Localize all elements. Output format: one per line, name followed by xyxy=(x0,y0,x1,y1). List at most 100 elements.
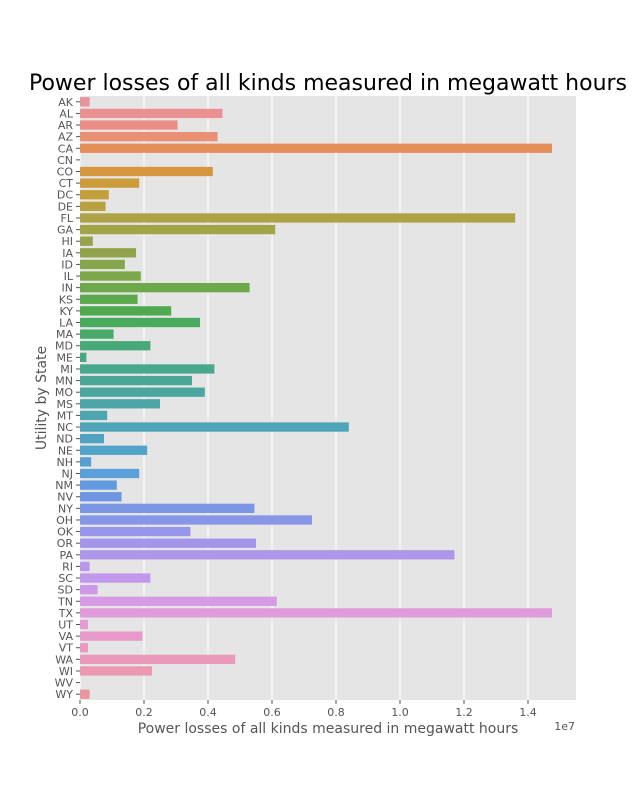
bar-la xyxy=(80,317,200,328)
bar-vt xyxy=(80,643,88,653)
y-tick-label-ny: NY xyxy=(58,502,73,515)
y-tick-label-id: ID xyxy=(61,258,73,271)
bar-ia xyxy=(80,248,136,258)
y-tick-label-ks: KS xyxy=(59,293,73,306)
bar-hi xyxy=(80,236,93,246)
y-tick-label-mt: MT xyxy=(57,409,73,422)
y-tick-label-la: LA xyxy=(59,317,73,330)
y-tick-label-nv: NV xyxy=(57,491,73,504)
y-tick-label-al: AL xyxy=(59,107,74,120)
bar-nv xyxy=(80,492,122,502)
y-tick-label-ct: CT xyxy=(59,177,74,190)
y-tick-label-nd: ND xyxy=(56,433,73,446)
bar-mi xyxy=(80,364,215,374)
y-tick-label-pa: PA xyxy=(60,549,74,562)
y-tick-label-de: DE xyxy=(58,200,73,213)
bar-ky xyxy=(80,306,172,316)
y-tick-label-sd: SD xyxy=(58,584,73,597)
y-tick-label-in: IN xyxy=(62,282,73,295)
y-tick-label-nm: NM xyxy=(55,479,73,492)
bar-ny xyxy=(80,503,255,513)
x-tick-labels: 0.0 0.2 0.4 0.6 0.8 1.0 1.2 1.4 xyxy=(71,700,537,719)
y-tick-label-ga: GA xyxy=(57,224,74,237)
bars xyxy=(80,97,552,699)
y-tick-label-ut: UT xyxy=(58,619,73,632)
y-tick-label-hi: HI xyxy=(61,235,73,248)
y-tick-label-tn: TN xyxy=(57,595,73,608)
bar-de xyxy=(80,201,106,211)
y-tick-label-dc: DC xyxy=(57,189,73,202)
bar-sc xyxy=(80,573,151,583)
y-tick-label-co: CO xyxy=(57,166,74,179)
bar-ca xyxy=(80,143,552,153)
bar-ct xyxy=(80,178,140,188)
bar-nd xyxy=(80,434,104,444)
y-tick-label-oh: OH xyxy=(56,514,73,527)
bar-nj xyxy=(80,468,140,479)
bar-sd xyxy=(80,585,98,595)
y-tick-label-ri: RI xyxy=(62,560,73,573)
y-tick-label-ar: AR xyxy=(58,119,74,132)
x-tick-label: 0.2 xyxy=(135,706,153,719)
bar-ak xyxy=(80,97,90,107)
y-tick-labels: AKALARAZCACNCOCTDCDEFLGAHIIAIDILINKSKYLA… xyxy=(55,96,80,701)
bar-co xyxy=(80,166,213,177)
x-tick-label: 0.4 xyxy=(199,706,217,719)
y-tick-label-tx: TX xyxy=(58,607,74,620)
bar-ne xyxy=(80,445,148,455)
bar-az xyxy=(80,132,218,142)
bar-dc xyxy=(80,190,109,200)
bar-fl xyxy=(80,213,516,223)
x-tick-label: 1.4 xyxy=(519,706,537,719)
bar-ar xyxy=(80,120,178,130)
bar-or xyxy=(80,538,256,548)
y-tick-label-cn: CN xyxy=(57,154,73,167)
bar-md xyxy=(80,341,151,351)
y-tick-label-wa: WA xyxy=(55,653,73,666)
bar-ms xyxy=(80,399,160,409)
y-axis-label: Utility by State xyxy=(34,346,50,450)
y-tick-label-mo: MO xyxy=(55,386,73,399)
bar-in xyxy=(80,283,250,293)
bar-ga xyxy=(80,224,276,235)
bar-nh xyxy=(80,457,92,467)
y-tick-label-nh: NH xyxy=(57,456,74,469)
bar-al xyxy=(80,108,223,119)
bar-oh xyxy=(80,515,312,525)
x-tick-label: 0.6 xyxy=(263,706,281,719)
bar-wi xyxy=(80,666,152,676)
bar-pa xyxy=(80,550,455,560)
y-tick-label-or: OR xyxy=(57,537,74,550)
bar-wy xyxy=(80,689,90,699)
y-tick-label-ky: KY xyxy=(59,305,73,318)
y-tick-label-ms: MS xyxy=(57,398,73,411)
chart-title: Power losses of all kinds measured in me… xyxy=(29,71,627,96)
x-axis-label: Power losses of all kinds measured in me… xyxy=(138,721,519,737)
y-tick-label-ma: MA xyxy=(56,328,73,341)
x-tick-label: 1.0 xyxy=(391,706,409,719)
bar-id xyxy=(80,259,125,270)
y-tick-label-wi: WI xyxy=(59,665,73,678)
x-axis-offset-label: 1e7 xyxy=(554,720,575,733)
bar-wa xyxy=(80,654,236,664)
y-tick-label-ia: IA xyxy=(62,247,73,260)
y-tick-label-mn: MN xyxy=(55,375,73,388)
y-tick-label-fl: FL xyxy=(61,212,74,225)
y-tick-label-sc: SC xyxy=(58,572,73,585)
bar-ma xyxy=(80,329,114,339)
bar-il xyxy=(80,271,141,281)
y-tick-label-ca: CA xyxy=(58,142,74,155)
bar-ri xyxy=(80,561,90,572)
y-tick-label-ak: AK xyxy=(58,96,74,109)
bar-mn xyxy=(80,375,192,386)
y-tick-label-me: ME xyxy=(57,351,73,364)
bar-nc xyxy=(80,422,349,432)
bar-mt xyxy=(80,410,108,421)
y-tick-label-md: MD xyxy=(55,340,73,353)
bar-va xyxy=(80,631,143,641)
y-tick-label-ne: NE xyxy=(58,444,73,457)
y-tick-label-va: VA xyxy=(59,630,74,643)
bar-ok xyxy=(80,526,191,537)
y-tick-label-nc: NC xyxy=(57,421,73,434)
x-tick-label: 0.8 xyxy=(327,706,345,719)
